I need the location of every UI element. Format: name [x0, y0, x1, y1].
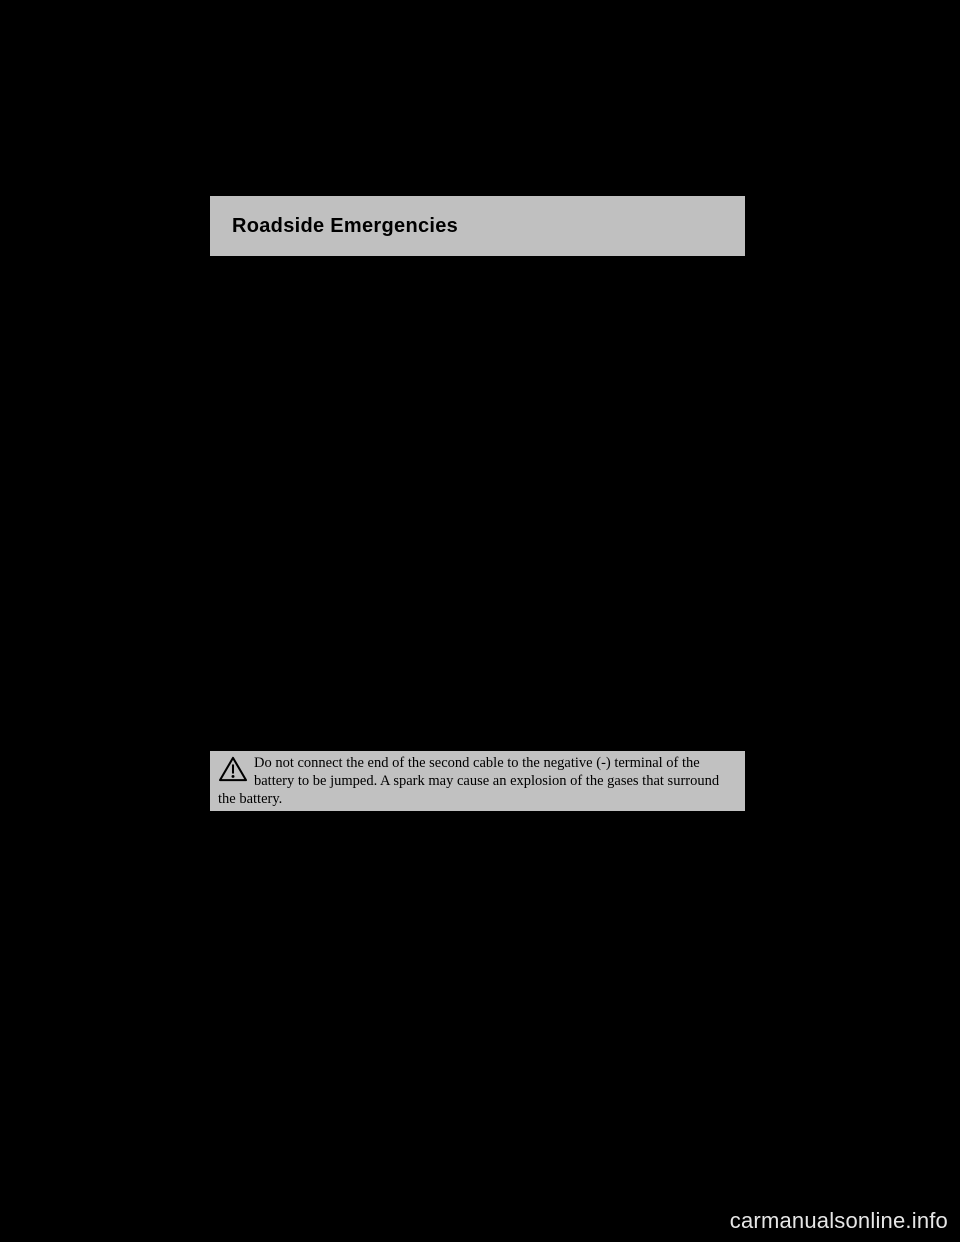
warning-icon [218, 756, 248, 782]
watermark-text: carmanualsonline.info [730, 1208, 948, 1234]
warning-callout: Do not connect the end of the second cab… [210, 751, 745, 811]
section-header-bar: Roadside Emergencies [210, 196, 745, 256]
document-page: Roadside Emergencies Do not connect the … [210, 196, 745, 1046]
section-title: Roadside Emergencies [232, 215, 458, 238]
warning-text: Do not connect the end of the second cab… [218, 755, 719, 807]
